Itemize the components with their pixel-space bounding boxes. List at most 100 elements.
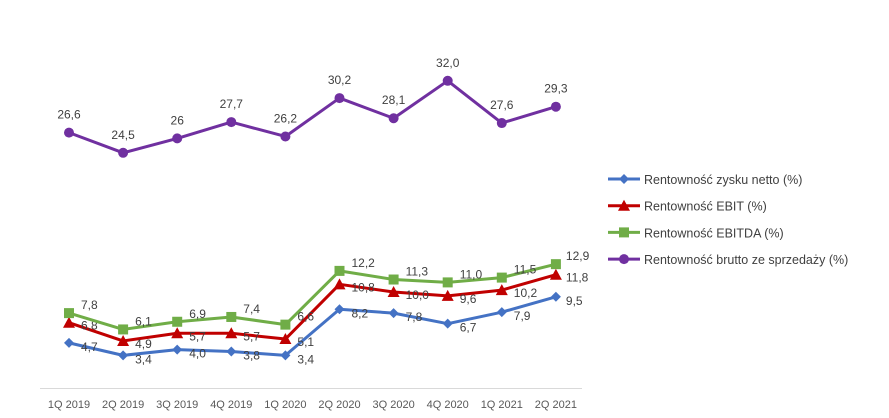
data-point [333,278,346,290]
data-point [387,286,400,297]
data-point [172,133,183,144]
x-tick-label: 2Q 2019 [102,399,144,411]
data-point [225,327,238,339]
data-label: 6,6 [297,310,314,324]
data-label: 7,4 [243,302,260,316]
x-tick-label: 1Q 2020 [264,399,306,411]
data-point [64,308,74,319]
data-point [280,350,291,361]
x-tick-label: 1Q 2021 [481,399,523,411]
x-tick-label: 3Q 2019 [156,399,198,411]
x-tick-label: 1Q 2019 [48,399,90,411]
data-label: 4,9 [135,337,152,351]
data-label: 10,0 [406,288,430,302]
data-label: 32,0 [436,56,460,70]
data-label: 11,5 [514,263,537,277]
data-point [441,289,454,301]
data-label: 27,6 [490,98,514,112]
data-point [334,93,345,104]
data-label: 3,8 [243,349,260,363]
x-tick-label: 2Q 2020 [318,399,360,411]
data-point [226,311,237,322]
data-label: 29,3 [544,82,568,96]
data-point [334,304,345,315]
data-point [118,350,129,361]
data-label: 27,7 [220,97,244,111]
legend-marker [618,199,630,211]
data-point [442,318,453,329]
data-label: 6,1 [135,314,152,328]
data-label: 5,7 [189,329,206,343]
data-point [388,113,399,124]
x-tick-label: 3Q 2020 [372,399,414,411]
data-label: 10,2 [514,286,538,300]
series-line [68,262,557,331]
data-label: 26,6 [57,108,81,122]
data-point [118,147,129,158]
data-point [550,259,561,270]
data-point [550,101,561,112]
data-point [226,346,237,357]
data-point [172,344,183,355]
data-label: 4,0 [189,347,206,361]
data-label: 28,1 [382,93,406,107]
data-point [171,327,184,339]
data-point [226,117,237,128]
data-point [442,277,453,288]
data-label: 6,7 [460,321,477,335]
data-point [64,127,74,138]
data-label: 6,8 [81,319,98,333]
data-label: 7,9 [514,309,531,323]
legend-label: Rentowność brutto ze sprzedaży (%) [644,253,848,267]
legend-marker [619,227,629,238]
data-point [118,324,129,335]
data-point [172,316,183,327]
data-point [280,319,291,330]
data-point [496,118,507,129]
data-label: 26,2 [274,111,298,125]
data-point [279,333,292,345]
data-label: 12,2 [352,256,376,270]
data-label: 7,8 [406,310,423,324]
data-point [280,131,291,142]
data-point [334,265,345,276]
legend-marker [619,254,629,265]
x-tick-label: 2Q 2021 [535,399,577,411]
data-label: 5,1 [297,335,314,349]
data-label: 11,0 [460,267,483,281]
data-label: 3,4 [297,352,314,366]
legend-label: Rentowność zysku netto (%) [644,173,802,187]
data-label: 6,9 [189,307,206,321]
data-point [496,272,507,283]
data-point [63,316,75,328]
data-label: 11,8 [566,271,589,285]
legend-marker [619,174,629,184]
data-point [549,268,562,280]
data-label: 10,8 [352,280,376,294]
data-label: 26 [171,113,185,127]
data-point [495,284,508,296]
data-label: 3,4 [135,352,152,366]
data-label: 12,9 [566,249,590,263]
data-point [388,274,399,285]
data-point [64,337,74,348]
data-label: 8,2 [352,306,369,320]
data-point [117,334,130,346]
series-line [68,295,557,357]
data-point [496,307,507,318]
series-line [68,79,557,155]
data-label: 9,6 [460,292,477,306]
x-tick-label: 4Q 2020 [427,399,469,411]
legend-label: Rentowność EBITDA (%) [644,226,784,240]
data-label: 30,2 [328,73,352,87]
data-point [442,75,453,86]
data-label: 7,8 [81,298,98,312]
data-point [388,308,399,319]
data-label: 5,7 [243,329,260,343]
data-label: 9,5 [566,294,583,308]
data-label: 24,5 [111,128,135,142]
legend-label: Rentowność EBIT (%) [644,200,767,214]
data-point [550,291,561,302]
